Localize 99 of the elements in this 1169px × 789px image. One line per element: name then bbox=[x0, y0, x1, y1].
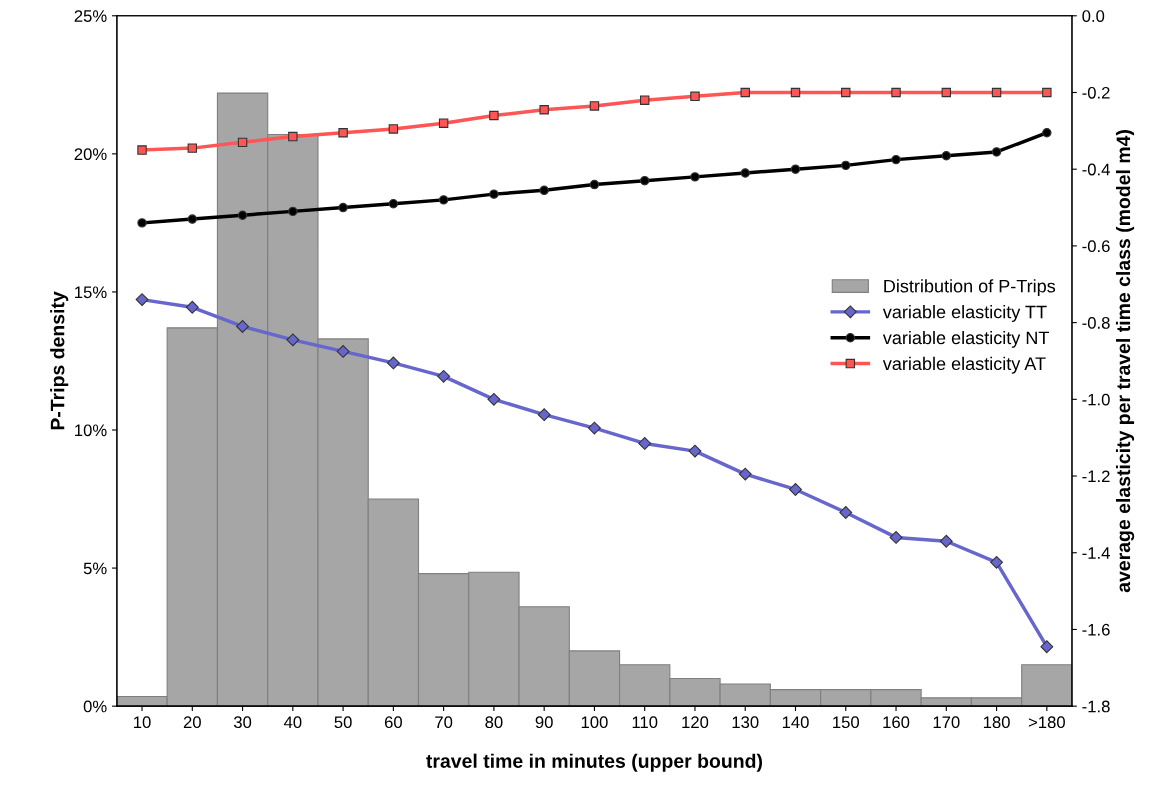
point bbox=[587, 421, 601, 435]
point bbox=[539, 185, 549, 196]
point bbox=[438, 118, 449, 128]
y-tick-label: 10% bbox=[75, 424, 107, 437]
point bbox=[790, 164, 801, 174]
point bbox=[489, 189, 499, 199]
y2-tick-label: 0.0 bbox=[1082, 10, 1105, 22]
y-tick-label: 20% bbox=[74, 148, 107, 161]
point bbox=[889, 530, 903, 544]
point bbox=[740, 168, 750, 178]
point bbox=[941, 151, 952, 161]
x-tick-label: 120 bbox=[682, 716, 709, 729]
y2-tick-label: -1.8 bbox=[1082, 700, 1110, 713]
point bbox=[639, 95, 650, 105]
point bbox=[740, 87, 750, 98]
point bbox=[939, 534, 953, 548]
y2-tick-label: -1.4 bbox=[1082, 547, 1110, 559]
y-tick-label: 25% bbox=[74, 10, 107, 22]
y-axis-title: P-Trips density bbox=[50, 291, 69, 430]
legend-label: Distribution of P-Trips bbox=[884, 279, 1056, 297]
point bbox=[286, 333, 300, 347]
x-tick-label: 60 bbox=[384, 716, 402, 729]
y2-tick-label: -1.0 bbox=[1082, 393, 1110, 406]
x-tick-label: 90 bbox=[535, 716, 553, 729]
y-tick-label: 5% bbox=[83, 562, 107, 575]
y2-tick-label: -1.2 bbox=[1082, 470, 1110, 483]
point bbox=[288, 206, 298, 217]
x-tick-label: 40 bbox=[283, 716, 302, 729]
point bbox=[137, 218, 147, 228]
x-tick-label: 100 bbox=[581, 716, 608, 729]
point bbox=[841, 160, 851, 171]
point bbox=[991, 87, 1002, 98]
y-tick-label: 15% bbox=[75, 286, 107, 299]
point bbox=[237, 137, 248, 148]
y-tick-label: 0% bbox=[83, 700, 107, 713]
point bbox=[388, 198, 399, 209]
x-tick-label: 10 bbox=[134, 716, 151, 729]
point bbox=[438, 195, 449, 205]
x-axis-title: travel time in minutes (upper bound) bbox=[426, 753, 763, 772]
y2-tick-label: -1.6 bbox=[1082, 623, 1110, 636]
point bbox=[437, 369, 451, 383]
legend-label: variable elasticity AT bbox=[882, 356, 1046, 374]
point bbox=[539, 105, 549, 115]
point bbox=[489, 110, 499, 121]
point bbox=[638, 436, 652, 450]
y2-tick-label: -0.2 bbox=[1082, 86, 1110, 99]
point bbox=[941, 87, 952, 98]
x-tick-label: 50 bbox=[334, 716, 352, 729]
point bbox=[789, 483, 802, 496]
point bbox=[1042, 87, 1052, 98]
point bbox=[991, 147, 1002, 157]
point bbox=[639, 175, 650, 186]
point bbox=[388, 124, 399, 134]
point bbox=[891, 154, 901, 165]
x-tick-label: 30 bbox=[233, 716, 252, 729]
point bbox=[185, 300, 199, 314]
x-tick-label: 110 bbox=[632, 716, 658, 729]
point bbox=[187, 214, 198, 224]
x-tick-label: 20 bbox=[183, 716, 201, 729]
point bbox=[338, 202, 348, 213]
point bbox=[790, 87, 801, 98]
x-tick-label: 130 bbox=[732, 716, 759, 729]
point bbox=[137, 145, 147, 155]
x-tick-label: 180 bbox=[983, 716, 1010, 729]
point bbox=[1040, 640, 1054, 654]
y2-tick-label: -0.4 bbox=[1082, 163, 1110, 176]
point bbox=[487, 392, 501, 406]
legend-label: variable elasticity NT bbox=[882, 330, 1049, 348]
point bbox=[738, 467, 752, 481]
point bbox=[237, 210, 248, 220]
x-tick-label: 150 bbox=[833, 716, 860, 729]
point bbox=[338, 128, 348, 138]
point bbox=[690, 172, 700, 182]
point bbox=[589, 179, 600, 190]
point bbox=[187, 143, 198, 153]
x-tick-label: 160 bbox=[883, 716, 910, 729]
x-tick-label: 70 bbox=[435, 716, 453, 729]
point bbox=[589, 101, 600, 111]
x-tick-label: 170 bbox=[933, 716, 960, 729]
point bbox=[336, 344, 350, 358]
point bbox=[1042, 128, 1052, 138]
x-tick-label: 80 bbox=[485, 716, 503, 729]
point bbox=[839, 506, 853, 519]
point bbox=[891, 87, 901, 98]
point bbox=[236, 320, 250, 333]
point bbox=[288, 131, 298, 142]
legend-label: variable elasticity TT bbox=[882, 305, 1047, 322]
point bbox=[537, 408, 551, 422]
x-tick-label: 140 bbox=[782, 716, 809, 729]
y2-axis-title: average elasticity per travel time class (model m4) bbox=[1115, 130, 1135, 593]
point bbox=[841, 87, 851, 98]
point bbox=[690, 91, 700, 102]
y2-tick-label: -0.6 bbox=[1082, 240, 1110, 253]
point bbox=[688, 444, 702, 458]
point bbox=[386, 356, 400, 370]
y2-tick-label: -0.8 bbox=[1082, 317, 1110, 329]
x-tick-label: >180 bbox=[1028, 716, 1065, 729]
point bbox=[990, 555, 1004, 569]
point bbox=[135, 293, 149, 307]
